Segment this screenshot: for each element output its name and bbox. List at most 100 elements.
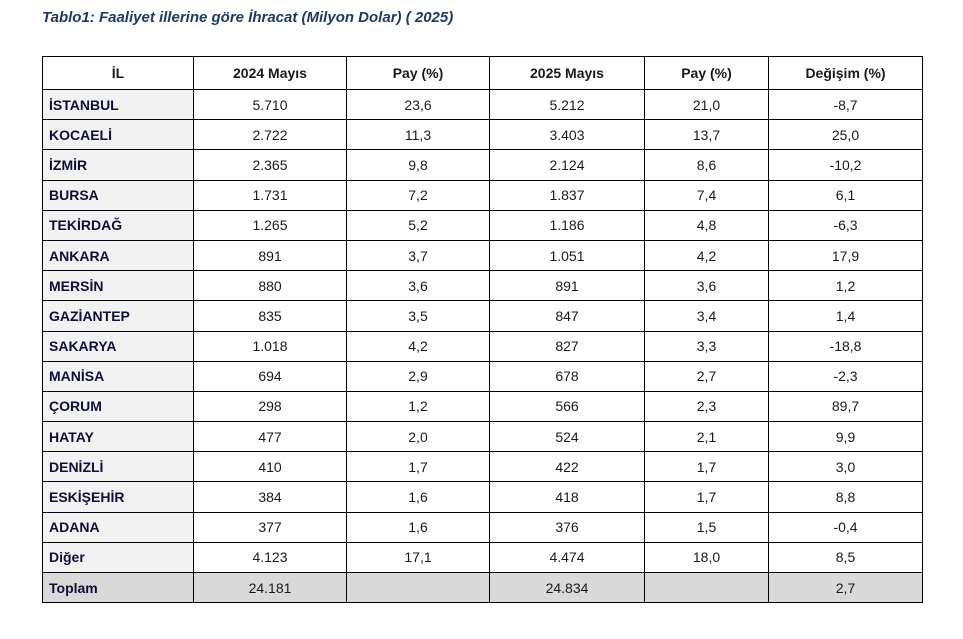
total-cell-il: Toplam bbox=[42, 571, 194, 604]
cell-il: ADANA bbox=[42, 511, 194, 543]
cell-2024-mayis: 377 bbox=[193, 511, 347, 543]
cell-2024-mayis: 477 bbox=[193, 421, 347, 453]
export-table: İL 2024 Mayıs Pay (%) 2025 Mayıs Pay (%)… bbox=[42, 56, 923, 604]
table-row: BURSA 1.731 7,2 1.837 7,4 6,1 bbox=[42, 179, 923, 211]
cell-pay-2025: 3,6 bbox=[644, 270, 769, 302]
cell-il: MANİSA bbox=[42, 360, 194, 392]
cell-pay-2025: 3,3 bbox=[644, 330, 769, 362]
header-degisim: Değişim (%) bbox=[768, 56, 923, 90]
cell-2025-mayis: 827 bbox=[489, 330, 645, 362]
cell-2024-mayis: 2.365 bbox=[193, 149, 347, 181]
cell-il: BURSA bbox=[42, 179, 194, 211]
header-pay-2025: Pay (%) bbox=[644, 56, 769, 90]
cell-2025-mayis: 847 bbox=[489, 300, 645, 332]
cell-il: TEKİRDAĞ bbox=[42, 209, 194, 241]
table-row: GAZİANTEP 835 3,5 847 3,4 1,4 bbox=[42, 300, 923, 332]
cell-il: İZMİR bbox=[42, 149, 194, 181]
cell-pay-2025: 13,7 bbox=[644, 119, 769, 151]
cell-2024-mayis: 410 bbox=[193, 451, 347, 483]
cell-2024-mayis: 880 bbox=[193, 270, 347, 302]
cell-degisim: -10,2 bbox=[768, 149, 923, 181]
cell-pay-2025: 4,8 bbox=[644, 209, 769, 241]
total-cell-degisim: 2,7 bbox=[768, 571, 923, 604]
cell-il: ÇORUM bbox=[42, 390, 194, 423]
cell-2024-mayis: 4.123 bbox=[193, 541, 347, 574]
cell-degisim: 1,2 bbox=[768, 270, 923, 302]
cell-pay-2024: 9,8 bbox=[346, 149, 490, 181]
table-row: İSTANBUL 5.710 23,6 5.212 21,0 -8,7 bbox=[42, 88, 923, 121]
cell-degisim: 8,5 bbox=[768, 541, 923, 574]
total-cell-2025-mayis: 24.834 bbox=[489, 571, 645, 604]
cell-pay-2025: 4,2 bbox=[644, 239, 769, 272]
cell-2025-mayis: 1.051 bbox=[489, 239, 645, 272]
cell-2024-mayis: 891 bbox=[193, 239, 347, 272]
cell-degisim: -8,7 bbox=[768, 88, 923, 121]
table-row: DENİZLİ 410 1,7 422 1,7 3,0 bbox=[42, 451, 923, 483]
cell-pay-2025: 21,0 bbox=[644, 88, 769, 121]
table-row: ÇORUM 298 1,2 566 2,3 89,7 bbox=[42, 390, 923, 423]
header-2025-mayis: 2025 Mayıs bbox=[489, 56, 645, 90]
table-row: MERSİN 880 3,6 891 3,6 1,2 bbox=[42, 270, 923, 302]
cell-degisim: 9,9 bbox=[768, 421, 923, 453]
cell-2025-mayis: 891 bbox=[489, 270, 645, 302]
cell-2024-mayis: 5.710 bbox=[193, 88, 347, 121]
table-row: TEKİRDAĞ 1.265 5,2 1.186 4,8 -6,3 bbox=[42, 209, 923, 241]
table-row: ADANA 377 1,6 376 1,5 -0,4 bbox=[42, 511, 923, 543]
cell-pay-2024: 4,2 bbox=[346, 330, 490, 362]
cell-2024-mayis: 298 bbox=[193, 390, 347, 423]
cell-2025-mayis: 524 bbox=[489, 421, 645, 453]
cell-2025-mayis: 1.837 bbox=[489, 179, 645, 211]
cell-pay-2024: 1,6 bbox=[346, 511, 490, 543]
total-cell-pay-2024 bbox=[346, 571, 490, 604]
cell-2024-mayis: 384 bbox=[193, 481, 347, 513]
cell-il: GAZİANTEP bbox=[42, 300, 194, 332]
total-cell-pay-2025 bbox=[644, 571, 769, 604]
cell-pay-2024: 17,1 bbox=[346, 541, 490, 574]
cell-2024-mayis: 2.722 bbox=[193, 119, 347, 151]
cell-il: SAKARYA bbox=[42, 330, 194, 362]
cell-pay-2025: 1,7 bbox=[644, 451, 769, 483]
cell-pay-2024: 1,2 bbox=[346, 390, 490, 423]
cell-degisim: -18,8 bbox=[768, 330, 923, 362]
cell-il: DENİZLİ bbox=[42, 451, 194, 483]
cell-il: ANKARA bbox=[42, 239, 194, 272]
cell-pay-2025: 1,7 bbox=[644, 481, 769, 513]
cell-2024-mayis: 1.265 bbox=[193, 209, 347, 241]
cell-il: İSTANBUL bbox=[42, 88, 194, 121]
cell-pay-2025: 8,6 bbox=[644, 149, 769, 181]
cell-il: ESKİŞEHİR bbox=[42, 481, 194, 513]
cell-degisim: -6,3 bbox=[768, 209, 923, 241]
cell-degisim: 89,7 bbox=[768, 390, 923, 423]
cell-pay-2025: 2,3 bbox=[644, 390, 769, 423]
cell-pay-2025: 18,0 bbox=[644, 541, 769, 574]
cell-pay-2024: 5,2 bbox=[346, 209, 490, 241]
cell-2025-mayis: 418 bbox=[489, 481, 645, 513]
cell-degisim: 8,8 bbox=[768, 481, 923, 513]
table-row: KOCAELİ 2.722 11,3 3.403 13,7 25,0 bbox=[42, 119, 923, 151]
table-row: ESKİŞEHİR 384 1,6 418 1,7 8,8 bbox=[42, 481, 923, 513]
cell-il: HATAY bbox=[42, 421, 194, 453]
cell-2025-mayis: 678 bbox=[489, 360, 645, 392]
cell-pay-2024: 3,6 bbox=[346, 270, 490, 302]
cell-pay-2025: 1,5 bbox=[644, 511, 769, 543]
cell-2025-mayis: 5.212 bbox=[489, 88, 645, 121]
total-row: Toplam 24.181 24.834 2,7 bbox=[42, 571, 923, 604]
cell-pay-2024: 3,7 bbox=[346, 239, 490, 272]
cell-2025-mayis: 3.403 bbox=[489, 119, 645, 151]
header-pay-2024: Pay (%) bbox=[346, 56, 490, 90]
cell-degisim: 3,0 bbox=[768, 451, 923, 483]
cell-pay-2025: 7,4 bbox=[644, 179, 769, 211]
cell-2024-mayis: 1.731 bbox=[193, 179, 347, 211]
cell-2025-mayis: 566 bbox=[489, 390, 645, 423]
table-body: İSTANBUL 5.710 23,6 5.212 21,0 -8,7 KOCAELİ 2.7… bbox=[42, 88, 923, 604]
header-2024-mayis: 2024 Mayıs bbox=[193, 56, 347, 90]
table-title: Tablo1: Faaliyet illerine göre İhracat (… bbox=[42, 9, 454, 26]
cell-pay-2024: 23,6 bbox=[346, 88, 490, 121]
header-il: İL bbox=[42, 56, 194, 90]
cell-degisim: -2,3 bbox=[768, 360, 923, 392]
cell-degisim: 1,4 bbox=[768, 300, 923, 332]
cell-pay-2024: 3,5 bbox=[346, 300, 490, 332]
cell-pay-2024: 2,0 bbox=[346, 421, 490, 453]
cell-2025-mayis: 1.186 bbox=[489, 209, 645, 241]
cell-il: Diğer bbox=[42, 541, 194, 574]
